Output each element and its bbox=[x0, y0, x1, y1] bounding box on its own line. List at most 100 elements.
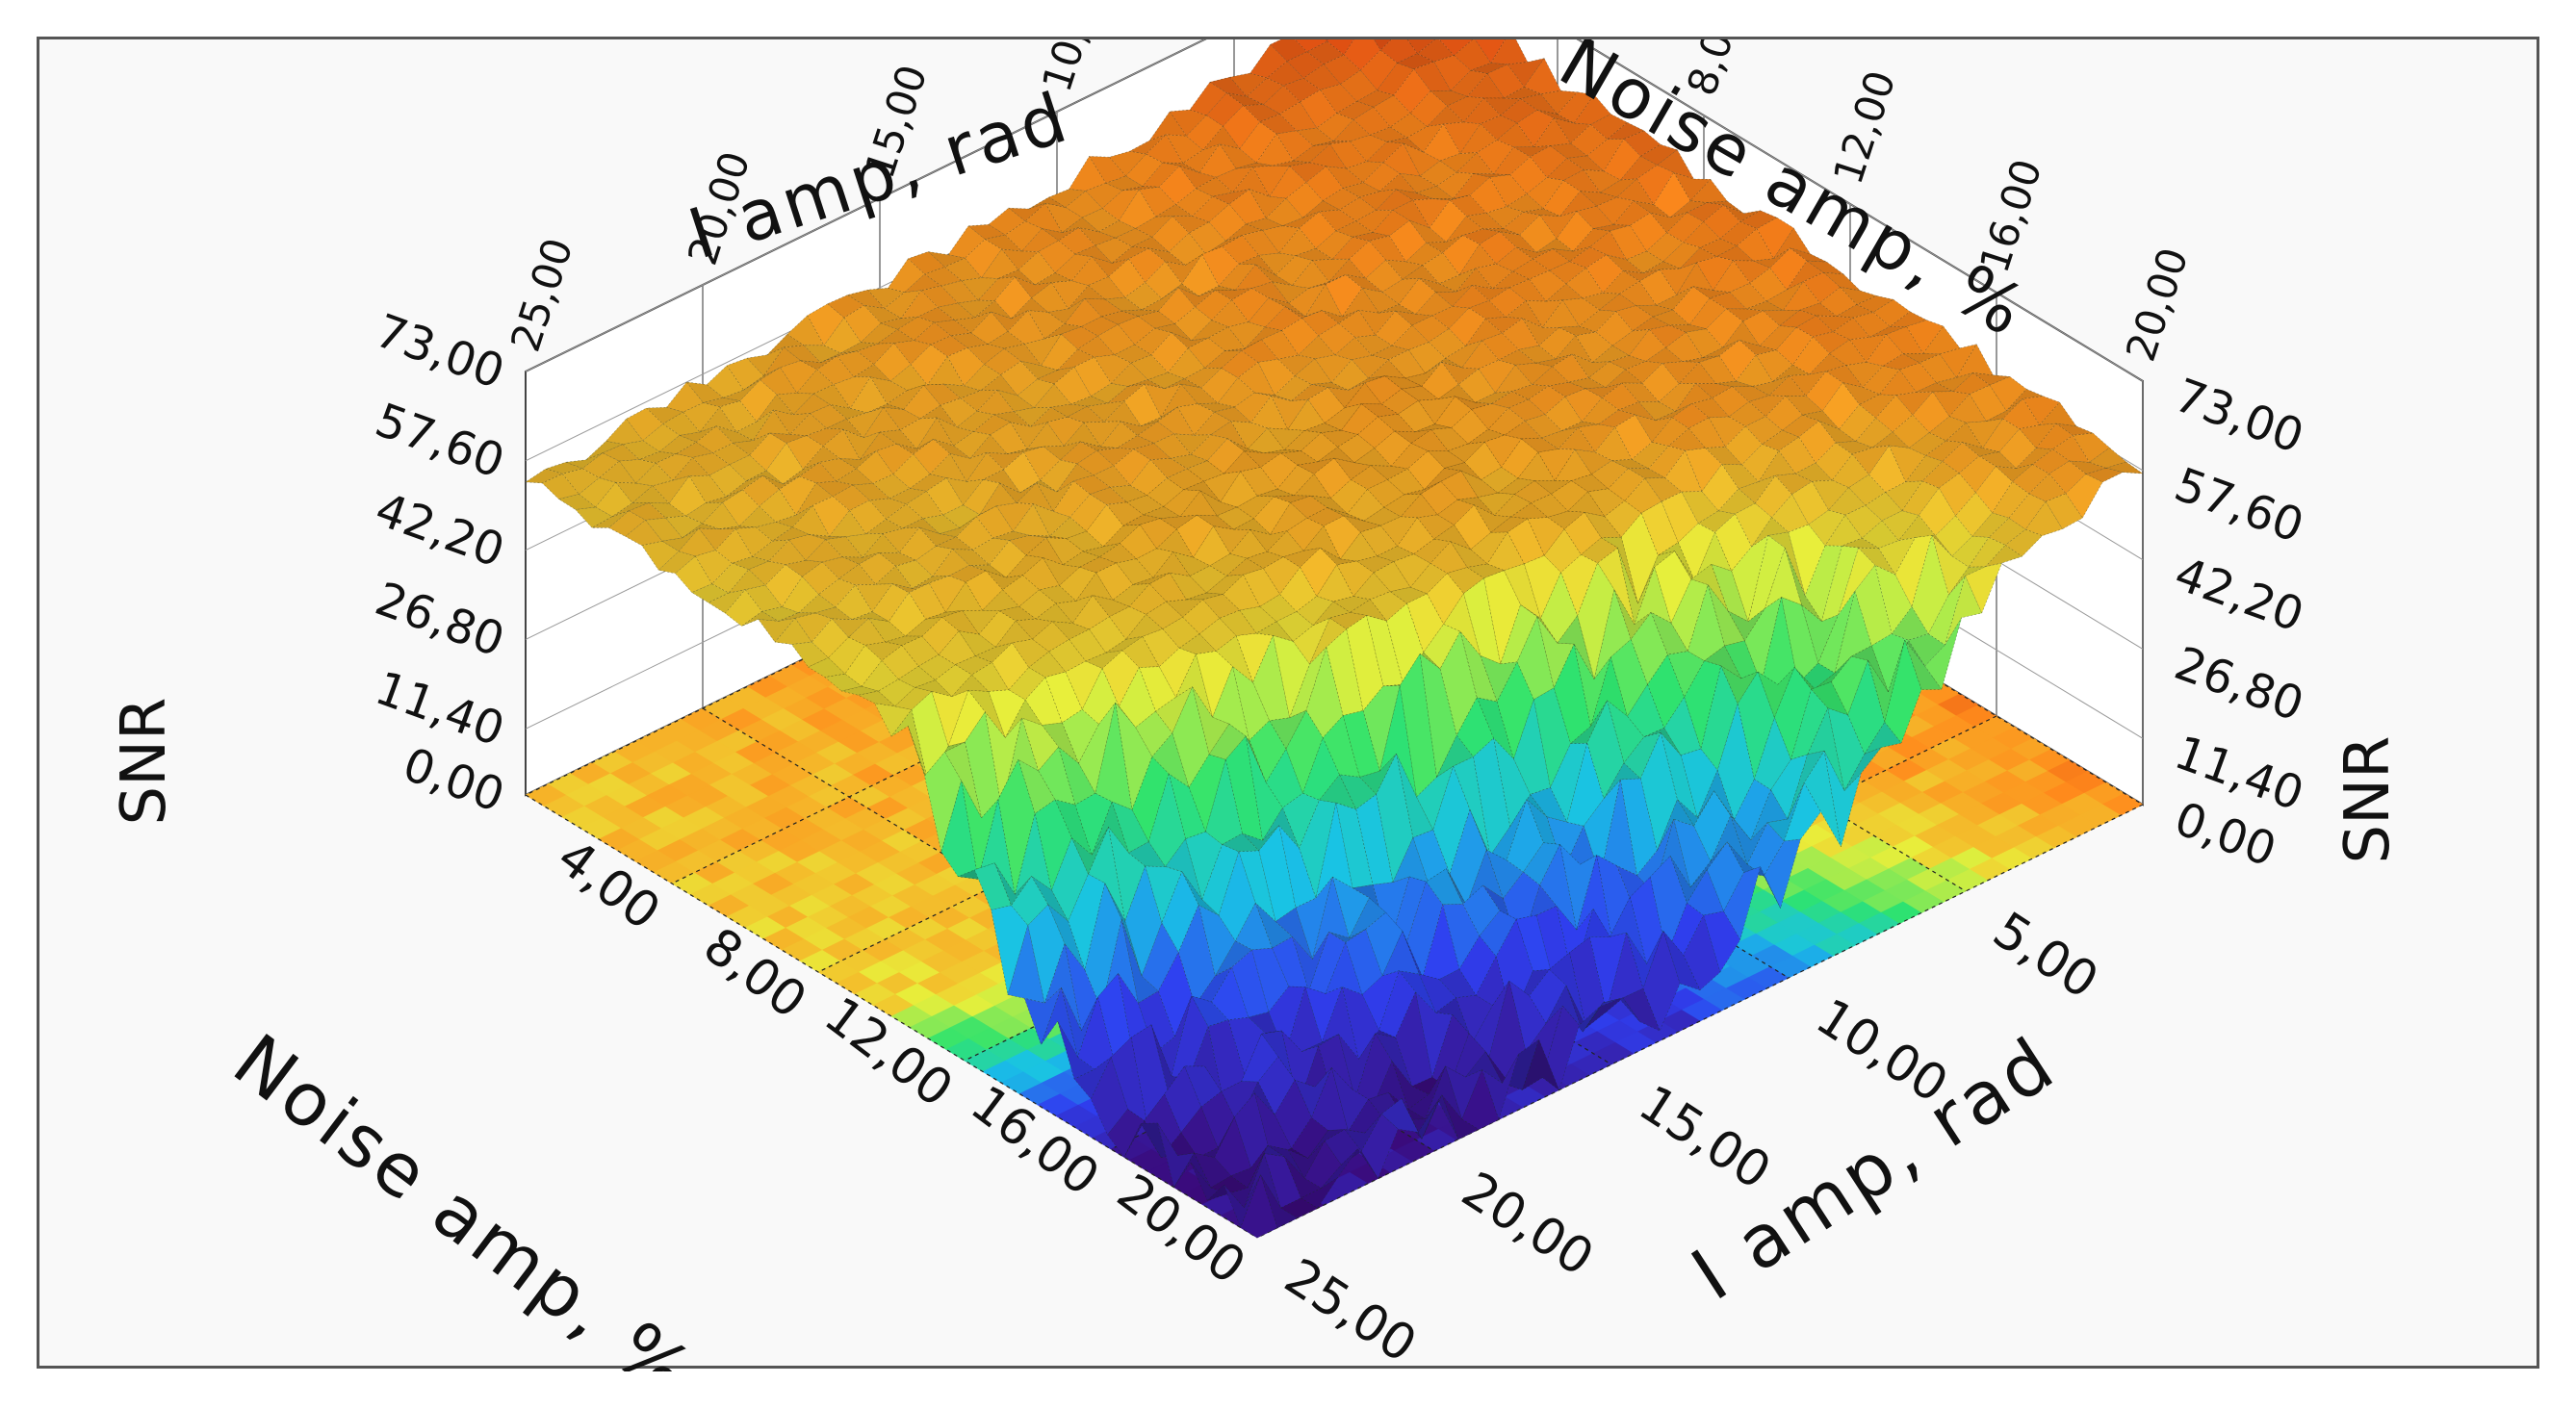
surface-cell bbox=[1449, 194, 1487, 217]
surface-cell bbox=[994, 620, 1033, 648]
surface-cell bbox=[2039, 401, 2077, 427]
surface-cell bbox=[1735, 354, 1773, 387]
surface-cell bbox=[719, 400, 758, 433]
surface-cell bbox=[811, 618, 849, 658]
surface-cell bbox=[1229, 72, 1268, 97]
surface-cell bbox=[1097, 220, 1137, 239]
surface-cell bbox=[1499, 231, 1537, 253]
surface-cell bbox=[877, 679, 915, 707]
surface-cell bbox=[1275, 255, 1313, 286]
surface-cell bbox=[1163, 489, 1201, 518]
surface-cell bbox=[983, 347, 1021, 375]
surface-cell bbox=[1176, 514, 1214, 558]
surface-cell bbox=[1814, 655, 1852, 690]
surface-cell bbox=[1182, 143, 1221, 173]
surface-cell bbox=[1376, 189, 1414, 211]
surface-cell bbox=[1430, 427, 1469, 451]
surface-mesh bbox=[525, 39, 2144, 1239]
surface-cell bbox=[1082, 543, 1121, 557]
surface-cell bbox=[996, 389, 1035, 412]
surface-cell bbox=[1678, 523, 1715, 582]
surface-cell bbox=[797, 594, 837, 614]
surface-cell bbox=[1558, 325, 1597, 336]
surface-cell bbox=[846, 289, 886, 309]
surface-cell bbox=[1778, 436, 1816, 474]
surface-cell bbox=[1435, 734, 1474, 779]
surface-cell bbox=[1811, 479, 1849, 511]
surface-cell bbox=[1024, 677, 1063, 726]
surface-cell bbox=[1699, 238, 1738, 257]
surface-cell bbox=[1418, 973, 1456, 1013]
surface-cell bbox=[579, 477, 617, 508]
surface-cell bbox=[837, 350, 875, 378]
surface-cell bbox=[1256, 488, 1295, 498]
surface-cell bbox=[1286, 51, 1325, 79]
surface-cell bbox=[1578, 309, 1617, 333]
surface-cell bbox=[1123, 1119, 1162, 1158]
surface-cell bbox=[1188, 221, 1226, 255]
surface-cell bbox=[1784, 548, 1822, 622]
surface-cell bbox=[1264, 449, 1301, 454]
surface-cell bbox=[1330, 359, 1369, 391]
i-amp-tick-label: 25,00 bbox=[1275, 1248, 1427, 1371]
surface-cell bbox=[1572, 908, 1610, 980]
surface-cell bbox=[1080, 441, 1118, 451]
surface-cell bbox=[874, 565, 914, 589]
surface-cell bbox=[695, 550, 733, 585]
surface-cell bbox=[872, 474, 911, 500]
surface-cell bbox=[714, 527, 753, 564]
surface-cell bbox=[1164, 1065, 1202, 1134]
surface-cell bbox=[1449, 808, 1487, 907]
surface-cell bbox=[1498, 349, 1536, 366]
surface-cell bbox=[1988, 517, 2026, 546]
surface-cell bbox=[1755, 349, 1793, 382]
surface-cell bbox=[1689, 841, 1728, 888]
surface-cell bbox=[812, 384, 851, 409]
surface-cell bbox=[1490, 39, 1529, 65]
surface-cell bbox=[1549, 142, 1588, 159]
surface-cell bbox=[1593, 224, 1631, 232]
surface-cell bbox=[1255, 133, 1294, 167]
surface-cell bbox=[1274, 375, 1312, 401]
surface-cell bbox=[921, 616, 960, 655]
surface-cell bbox=[1649, 212, 1687, 234]
surface-cell bbox=[1475, 263, 1513, 290]
surface-cell bbox=[1667, 651, 1705, 698]
surface-cell bbox=[1636, 819, 1674, 893]
surface-cell bbox=[1302, 525, 1341, 560]
surface-cell bbox=[1969, 384, 2007, 423]
surface-cell bbox=[1423, 624, 1461, 670]
surface-cell bbox=[1115, 228, 1153, 247]
snr-axis-title-left: SNR bbox=[109, 698, 180, 826]
surface-cell bbox=[1489, 799, 1528, 861]
surface-cell bbox=[1375, 1033, 1413, 1087]
surface-cell bbox=[1673, 171, 1712, 202]
surface-cell bbox=[893, 340, 932, 365]
surface-cell bbox=[1589, 932, 1627, 1012]
surface-cell bbox=[1325, 941, 1363, 995]
surface-cell bbox=[1058, 746, 1096, 806]
surface-cell bbox=[1473, 504, 1512, 533]
surface-cell bbox=[1008, 202, 1046, 222]
surface-cell bbox=[879, 429, 918, 449]
surface-cell bbox=[1700, 665, 1739, 771]
surface-cell bbox=[954, 655, 993, 676]
surface-cell bbox=[1220, 471, 1258, 508]
surface-cell bbox=[1866, 334, 1904, 367]
surface-cell bbox=[1604, 500, 1642, 538]
surface-cell bbox=[1406, 39, 1436, 55]
surface-cell bbox=[1242, 104, 1281, 122]
surface-cell bbox=[1077, 996, 1116, 1070]
surface-cell bbox=[1158, 648, 1197, 698]
surface-cell bbox=[1113, 448, 1151, 486]
surface-cell bbox=[1685, 448, 1723, 493]
surface-cell bbox=[724, 589, 762, 627]
surface-cell bbox=[1012, 503, 1050, 537]
surface-cell bbox=[1072, 474, 1111, 495]
surface-cell bbox=[706, 489, 743, 503]
surface-cell bbox=[661, 527, 700, 552]
surface-cell bbox=[972, 537, 1011, 566]
surface-cell bbox=[831, 618, 870, 638]
surface-cell bbox=[1032, 503, 1070, 537]
surface-cell bbox=[1427, 450, 1466, 469]
